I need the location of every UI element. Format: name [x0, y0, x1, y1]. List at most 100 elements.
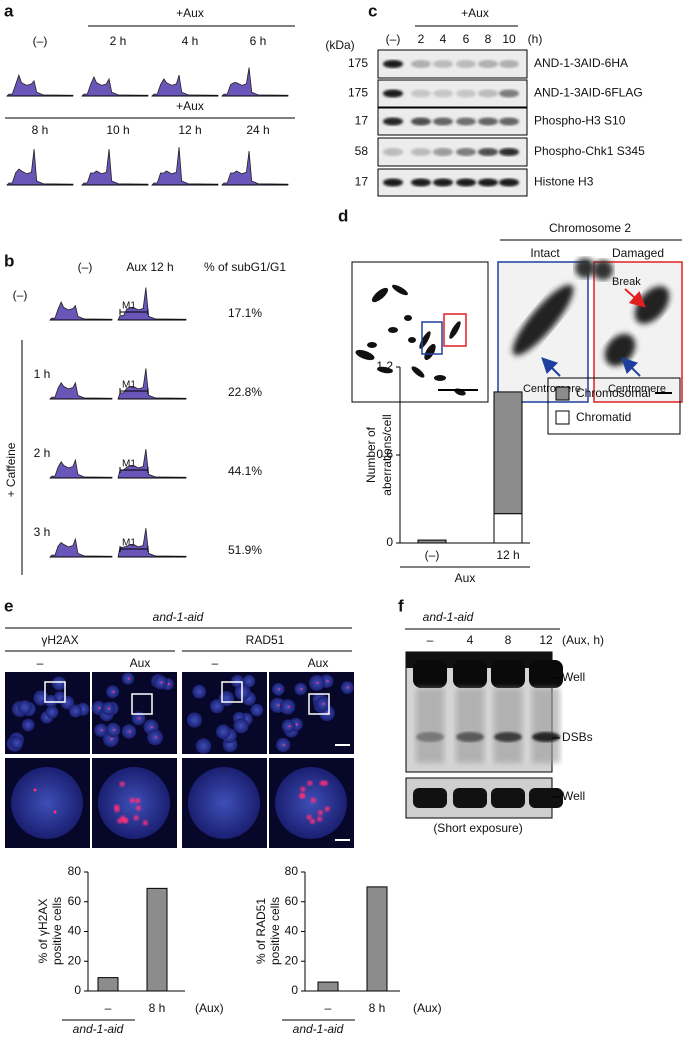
- focus: [326, 680, 329, 683]
- chromosome: [355, 349, 375, 361]
- kda-label: 17: [355, 175, 369, 189]
- y-tick-label: 0: [386, 535, 393, 549]
- panel-letter: a: [4, 1, 14, 20]
- strain-label: and-1-aid: [153, 610, 204, 624]
- nucleus: [17, 700, 32, 715]
- focus: [117, 818, 123, 824]
- condition-label: Aux: [308, 656, 329, 670]
- focus: [317, 816, 323, 822]
- histogram: [117, 528, 187, 558]
- lane-label: 6: [463, 32, 470, 46]
- histogram: [49, 537, 113, 558]
- inset-box: [131, 693, 153, 715]
- nucleus: [69, 704, 83, 718]
- gate-label: M1: [122, 301, 136, 312]
- smear: [494, 688, 522, 763]
- bar: [146, 887, 168, 992]
- panel-letter: b: [4, 251, 14, 270]
- y-axis-label: % of RAD51: [254, 898, 268, 964]
- y-tick-label: 80: [285, 864, 299, 878]
- focus: [135, 805, 141, 811]
- lane-label: 8: [505, 633, 512, 647]
- nucleus: [294, 682, 307, 696]
- well-band: [491, 788, 525, 808]
- y-tick-label: 40: [285, 924, 299, 938]
- nucleus: [51, 676, 66, 691]
- focus: [167, 683, 170, 686]
- marker-label: γH2AX: [41, 633, 78, 647]
- focus: [278, 688, 281, 691]
- panel-letter: e: [4, 596, 13, 615]
- lane-label: 10: [502, 32, 516, 46]
- y-axis-label: Number of: [364, 426, 378, 483]
- well-band: [413, 788, 447, 808]
- y-tick-label: 60: [285, 894, 299, 908]
- focus: [160, 681, 163, 684]
- column-header: (–): [78, 260, 93, 274]
- blot-band: [499, 60, 519, 68]
- kda-label: 175: [348, 86, 368, 100]
- blot-band: [478, 148, 498, 156]
- highlight-box: [421, 321, 443, 355]
- blot-band: [433, 117, 453, 126]
- bar-segment: [493, 513, 523, 544]
- blot-band: [433, 148, 453, 156]
- chromosome: [404, 315, 412, 321]
- arrow: [541, 357, 561, 377]
- focus: [310, 818, 316, 824]
- blot-band: [383, 148, 403, 156]
- blot-band: [456, 89, 476, 98]
- lane-label: 4: [440, 32, 447, 46]
- blot-band: [433, 89, 453, 98]
- y-tick-label: 0: [291, 983, 298, 997]
- chromosome: [512, 284, 574, 356]
- gate-label: M1: [122, 380, 136, 391]
- histogram: [81, 148, 149, 186]
- focus: [347, 686, 350, 689]
- nucleus: [11, 767, 83, 839]
- focus: [133, 815, 139, 821]
- view-label: Intact: [530, 246, 560, 260]
- focus: [322, 702, 325, 705]
- legend-frame: [547, 377, 681, 435]
- group-label: + Caffeine: [4, 442, 18, 497]
- bar-segment: [417, 539, 447, 544]
- chromosome: [371, 287, 389, 303]
- blot-band: [411, 178, 431, 187]
- smear: [532, 688, 560, 763]
- histogram: [221, 67, 289, 97]
- y-axis-label: aberrations/cell: [380, 414, 394, 495]
- nucleus: [44, 694, 58, 708]
- annotation: Centromere: [523, 383, 581, 395]
- lane-label: (–): [386, 32, 401, 46]
- nucleus: [250, 703, 264, 717]
- view-label: Damaged: [612, 246, 664, 260]
- y-tick-label: 0.6: [376, 447, 393, 461]
- well-band: [491, 660, 525, 688]
- nucleus: [210, 699, 225, 714]
- chromosome: [434, 375, 446, 381]
- blot-band: [456, 60, 476, 68]
- dsb-band: [456, 732, 484, 742]
- condition-label: 8 h: [32, 123, 49, 137]
- nucleus: [147, 729, 163, 746]
- nucleus: [188, 767, 260, 839]
- blot-band: [456, 148, 476, 156]
- blot-band: [499, 178, 519, 187]
- x-axis-label: and-1-aid: [293, 1022, 344, 1036]
- nucleus: [186, 712, 202, 728]
- y-tick-label: 0: [74, 983, 81, 997]
- blot-band: [411, 60, 431, 68]
- well-band: [529, 788, 563, 808]
- focus: [299, 793, 305, 799]
- legend-swatch: [555, 410, 570, 425]
- nucleus: [60, 695, 75, 710]
- histogram: [151, 146, 219, 186]
- focus: [277, 704, 280, 707]
- histogram: [49, 301, 113, 321]
- histogram: [49, 381, 113, 400]
- blot-band: [478, 60, 498, 68]
- condition-label: 2 h: [110, 34, 127, 48]
- nucleus: [276, 737, 291, 752]
- nucleus: [242, 674, 256, 688]
